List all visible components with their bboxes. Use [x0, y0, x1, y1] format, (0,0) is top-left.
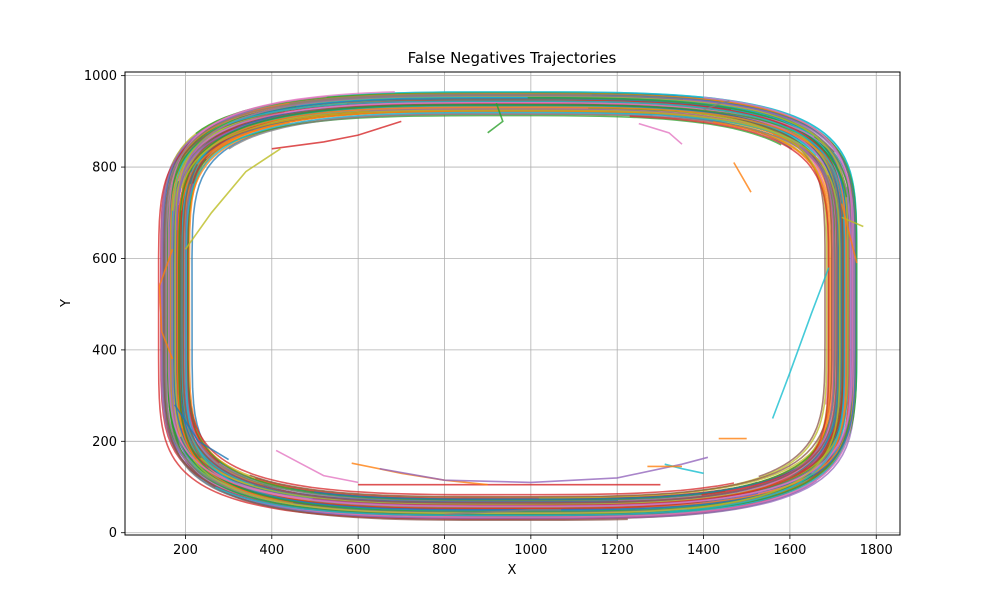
x-tick-label: 1400: [687, 543, 720, 558]
trajectory-stray-line: [703, 100, 730, 111]
trajectory-stray-line: [733, 162, 752, 193]
x-tick-label: 200: [173, 543, 198, 558]
trajectory-loop-line: [214, 100, 846, 517]
x-tick-label: 1800: [860, 543, 893, 558]
x-axis-label: X: [508, 563, 517, 578]
y-tick-label: 0: [109, 526, 117, 541]
trajectory-stray-line: [174, 404, 230, 461]
y-tick-label: 200: [92, 435, 117, 450]
x-tick-label: 400: [259, 543, 284, 558]
plot-frame: [124, 71, 901, 536]
x-tick-label: 800: [432, 543, 457, 558]
trajectory-lines: [157, 91, 864, 521]
trajectory-stray-line: [271, 120, 402, 150]
trajectory-stray-line: [275, 449, 359, 484]
trajectory-loop-line: [180, 109, 841, 514]
trajectory-stray-line: [638, 122, 683, 145]
y-tick-label: 400: [92, 343, 117, 358]
trajectory-loop-line: [167, 95, 854, 508]
y-tick-label: 1000: [84, 69, 117, 84]
plot-area: [125, 72, 900, 535]
trajectory-stray-line: [184, 148, 281, 250]
x-tick-label: 600: [346, 543, 371, 558]
trajectory-stray-line: [379, 456, 709, 484]
x-tick-label: 1200: [601, 543, 634, 558]
y-tick-label: 600: [92, 252, 117, 267]
trajectory-stray-line: [840, 203, 858, 264]
x-tick-label: 1000: [514, 543, 547, 558]
chart-title: False Negatives Trajectories: [408, 49, 617, 67]
trajectory-stray-line: [444, 509, 562, 516]
y-tick-label: 800: [92, 161, 117, 176]
axis-ticks: 200 400 600 800 1000 1200 1400 1600 1800 0 200 400 6…: [84, 69, 893, 558]
y-axis-label: Y: [59, 299, 74, 308]
grid-lines: [125, 72, 900, 535]
trajectory-stray-line: [771, 267, 830, 419]
trajectory-loop-line: [176, 106, 848, 508]
trajectory-stray-line: [487, 102, 504, 134]
x-tick-label: 1600: [773, 543, 806, 558]
trajectory-stray-line: [158, 249, 174, 360]
